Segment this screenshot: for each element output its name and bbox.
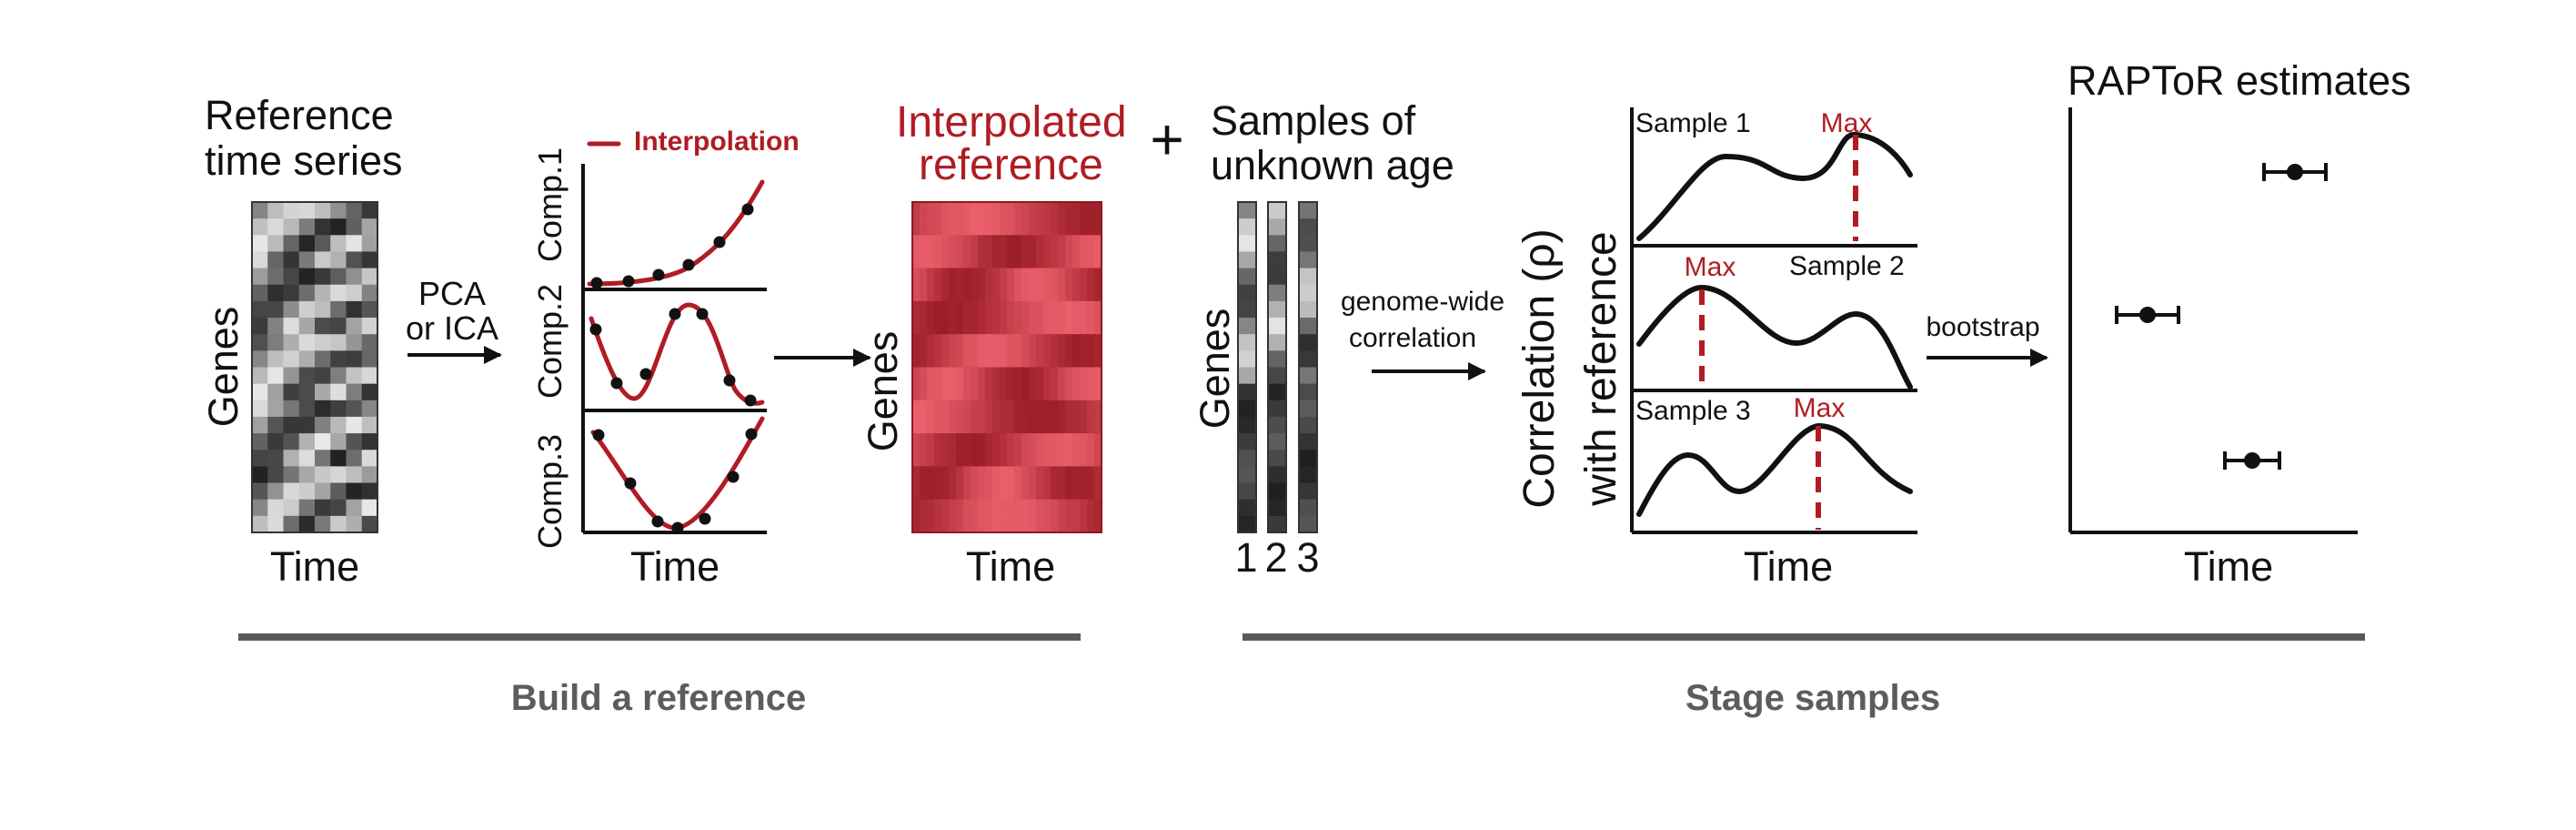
component-3-points <box>592 428 758 534</box>
build-reference-section-label: Build a reference <box>511 678 807 718</box>
sample-id-2: 2 <box>1264 534 1287 581</box>
estimate-2 <box>2115 306 2180 324</box>
sample-2-max-label: Max <box>1685 252 1736 282</box>
sample-1-correlation-curve <box>1636 132 1913 241</box>
ica-label: or ICA <box>406 309 498 347</box>
interpolated-title-line1: Interpolated <box>896 98 1127 147</box>
sample-column-2 <box>1267 201 1287 533</box>
interpolated-heatmap-border <box>911 201 1102 533</box>
interpolated-title-line2: reference <box>919 141 1103 189</box>
samples-title-line1: Samples of <box>1211 97 1416 144</box>
correlation-time-label: Time <box>1744 543 1833 590</box>
component-3-label: Comp.3 <box>531 434 569 549</box>
estimates-time-label: Time <box>2184 543 2273 590</box>
sample-id-3: 3 <box>1296 534 1319 581</box>
sample-3-correlation-curve <box>1636 422 1913 517</box>
plus-sign: + <box>1150 106 1183 172</box>
sample-3-label: Sample 3 <box>1635 396 1751 426</box>
component-2-points <box>589 308 757 407</box>
sample-2-label: Sample 2 <box>1789 251 1905 281</box>
sample-columns <box>1237 201 1318 533</box>
interpolation-legend-label: Interpolation <box>634 127 800 157</box>
reference-title-line1: Reference <box>205 92 394 138</box>
sample-id-1: 1 <box>1234 534 1257 581</box>
component-1-label: Comp.1 <box>531 147 569 262</box>
estimate-1 <box>2262 163 2328 181</box>
samples-genes-label: Genes <box>1192 309 1238 430</box>
raptor-estimates-title: RAPToR estimates <box>2068 57 2411 104</box>
reference-genes-label: Genes <box>200 307 247 428</box>
pca-label: PCA <box>418 275 486 312</box>
correlation-ylabel-line2: with reference <box>1577 231 1625 506</box>
sample-3-max-label: Max <box>1794 393 1846 423</box>
genome-wide-label: genome-wide <box>1341 287 1504 317</box>
sample-1-label: Sample 1 <box>1635 108 1751 138</box>
reference-time-label: Time <box>270 543 359 590</box>
bootstrap-label: bootstrap <box>1926 312 2039 342</box>
correlation-ylabel-line1: Correlation (ρ) <box>1515 228 1564 508</box>
interpolated-heatmap <box>912 202 1102 533</box>
component-1-curve <box>587 179 765 287</box>
interpolated-genes-label: Genes <box>860 331 906 452</box>
sample-column-1 <box>1237 201 1257 533</box>
reference-title-line2: time series <box>205 137 403 184</box>
sample-column-3 <box>1298 201 1318 533</box>
stage-samples-section-label: Stage samples <box>1685 678 1940 718</box>
component-2-curve <box>589 302 765 406</box>
component-2-label: Comp.2 <box>531 284 569 399</box>
correlation-label: correlation <box>1349 323 1476 353</box>
reference-heatmap <box>252 202 378 533</box>
reference-heatmap-border <box>251 201 378 533</box>
samples-title-line2: unknown age <box>1211 142 1454 188</box>
estimate-3 <box>2223 451 2281 470</box>
component-1-points <box>590 203 754 289</box>
components-time-label: Time <box>630 543 719 590</box>
sample-1-max-label: Max <box>1821 108 1873 138</box>
interpolated-time-label: Time <box>966 543 1055 590</box>
sample-2-correlation-curve <box>1636 285 1913 390</box>
